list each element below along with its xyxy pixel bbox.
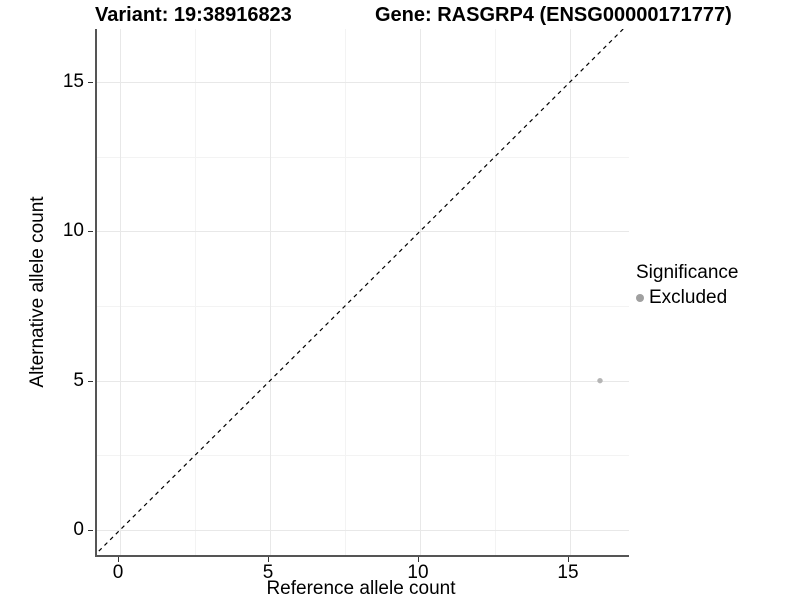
y-axis-title: Alternative allele count xyxy=(27,196,48,388)
gridline xyxy=(97,305,629,307)
data-point xyxy=(597,377,603,384)
x-tick-label: 5 xyxy=(262,562,274,583)
gridline xyxy=(97,455,629,457)
x-tick-label: 15 xyxy=(557,562,579,583)
gridline xyxy=(97,156,629,158)
gridline xyxy=(420,29,421,555)
y-tick-label: 15 xyxy=(62,70,84,92)
x-tick-label: 10 xyxy=(407,562,429,583)
plot-title-variant: Variant: 19:38916823 xyxy=(95,4,292,26)
gridline xyxy=(270,29,271,555)
plot-title-gene: Gene: RASGRP4 (ENSG00000171777) xyxy=(375,4,732,26)
x-axis-title: Reference allele count xyxy=(266,578,456,599)
x-tick-label: 0 xyxy=(112,562,124,583)
plot-layer xyxy=(97,29,625,554)
y-tick-label: 10 xyxy=(62,220,84,242)
y-tick xyxy=(88,231,93,233)
gridline xyxy=(495,29,496,555)
x-tick xyxy=(118,557,119,562)
x-tick xyxy=(268,557,269,562)
y-tick-label: 0 xyxy=(73,519,84,540)
y-tick xyxy=(88,380,93,382)
gridline xyxy=(97,81,629,83)
identity-dashed-line xyxy=(97,29,625,554)
gridline xyxy=(97,380,629,382)
gridline xyxy=(570,29,571,555)
x-tick xyxy=(418,557,419,562)
plot-panel xyxy=(95,29,629,557)
gridline xyxy=(97,530,629,531)
y-tick xyxy=(88,530,93,531)
gridline xyxy=(120,29,121,555)
gridline xyxy=(195,29,196,555)
legend-item-excluded: Excluded xyxy=(636,287,738,309)
y-tick xyxy=(88,81,93,83)
legend-title: Significance xyxy=(636,262,739,283)
y-tick-label: 5 xyxy=(73,369,84,391)
legend-item-label: Excluded xyxy=(649,287,728,308)
gridline xyxy=(345,29,346,555)
x-tick xyxy=(568,557,569,562)
legend: Significance Excluded xyxy=(636,262,738,309)
legend-point-icon xyxy=(636,294,644,302)
gridline xyxy=(97,231,629,233)
